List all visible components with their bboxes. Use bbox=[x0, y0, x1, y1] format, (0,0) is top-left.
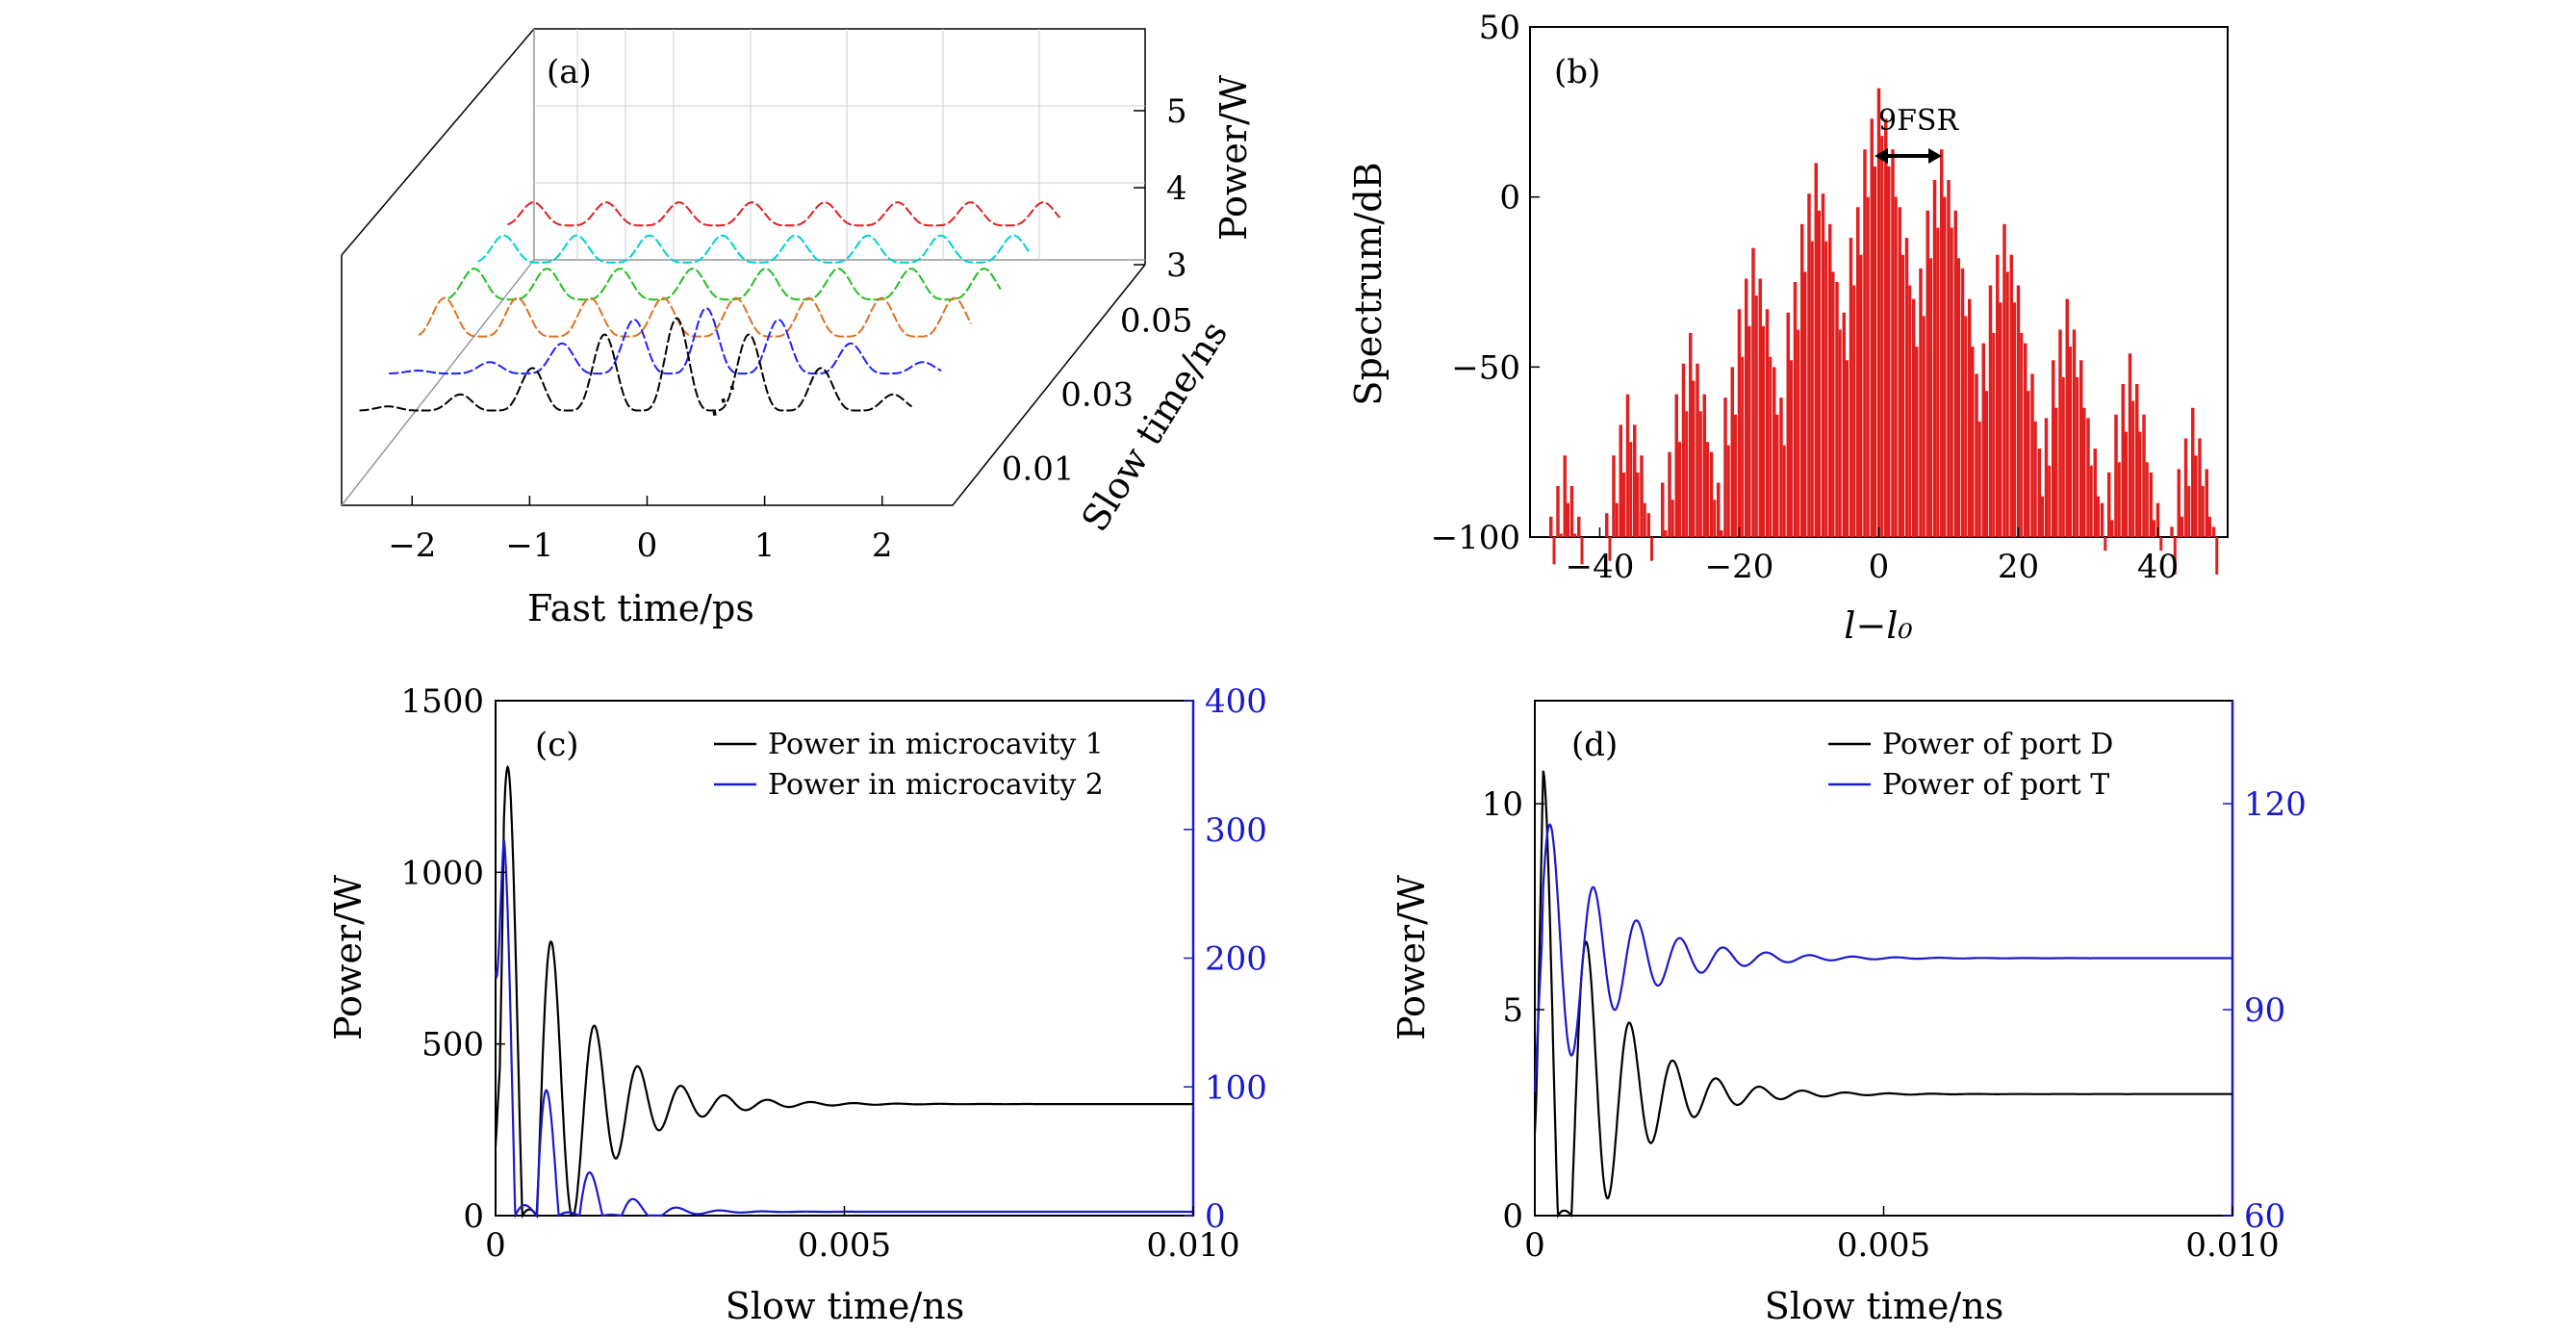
x-tick-label: 2 bbox=[872, 526, 893, 565]
y-tick-label: 0.05 bbox=[1120, 302, 1193, 341]
y-axis-label: Power/W bbox=[327, 875, 370, 1040]
y-tick-label: 0.01 bbox=[1002, 450, 1075, 489]
pulse-series-line bbox=[477, 234, 1032, 264]
series-line bbox=[494, 839, 1193, 1219]
series-group bbox=[359, 201, 1061, 412]
tick-labels: 0 0.005 0.010 0 5 10 60 90 120 bbox=[1482, 785, 2307, 1265]
y-tick-label-right: 200 bbox=[1205, 940, 1267, 979]
pulse-series-line bbox=[359, 317, 913, 412]
x-tick-label: 40 bbox=[2137, 548, 2179, 586]
y-tick-label: 0.03 bbox=[1060, 376, 1134, 415]
panel-label: (c) bbox=[535, 726, 579, 764]
panel-d-port-power-chart: 0 0.005 0.010 0 5 10 60 90 120 (d) Power/W Slow … bbox=[1390, 700, 2307, 1327]
series-line bbox=[494, 764, 1193, 1219]
panel-label: (b) bbox=[1554, 53, 1600, 91]
z-tick-label: 4 bbox=[1166, 169, 1187, 208]
y-tick-label-left: 10 bbox=[1482, 785, 1523, 824]
x-axis-label: Fast time/ps bbox=[527, 587, 754, 629]
x-tick-label: 1 bbox=[754, 526, 776, 565]
tick-labels: −40 −20 0 20 40 −100 −50 0 50 bbox=[1431, 9, 2180, 586]
dots-annotation: ⋰ bbox=[704, 378, 743, 422]
z-tick-label: 5 bbox=[1166, 92, 1187, 131]
y-tick-label: −100 bbox=[1431, 519, 1520, 557]
legend: Power of port D Power of port T bbox=[1828, 728, 2113, 802]
panel-label: (a) bbox=[547, 53, 592, 91]
pulse-series-line bbox=[507, 201, 1061, 227]
panel-b-spectrum-chart: −40 −20 0 20 40 −100 −50 0 50 (b) Spectrum/dB l−… bbox=[1347, 9, 2229, 647]
y-tick-label: 50 bbox=[1479, 9, 1520, 47]
pulse-series-line bbox=[389, 307, 942, 375]
z-axis-label: Power/W bbox=[1212, 75, 1255, 241]
y-tick-label: −50 bbox=[1451, 348, 1520, 387]
x-tick-label: −1 bbox=[505, 526, 553, 565]
x-tick-label: 0.005 bbox=[1837, 1226, 1930, 1265]
x-tick-label: 0.010 bbox=[2185, 1226, 2279, 1265]
legend: Power in microcavity 1 Power in microcav… bbox=[714, 728, 1104, 802]
y-tick-label-right: 400 bbox=[1205, 682, 1267, 721]
x-tick-label: 20 bbox=[1998, 548, 2039, 586]
legend-series-2: Power of port T bbox=[1882, 768, 2109, 802]
x-axis-label: Slow time/ns bbox=[726, 1285, 964, 1327]
series-line bbox=[1533, 770, 2232, 1219]
x-axis-label: Slow time/ns bbox=[1765, 1285, 2003, 1327]
y-axis-label: Spectrum/dB bbox=[1347, 162, 1390, 405]
x-tick-label: −2 bbox=[388, 526, 436, 565]
y-tick-label-left: 1000 bbox=[400, 854, 484, 892]
y-tick-label-left: 1500 bbox=[400, 682, 484, 721]
x-tick-label: 0 bbox=[485, 1226, 506, 1265]
x-tick-label: −40 bbox=[1566, 548, 1635, 586]
bars-group bbox=[1549, 88, 2219, 575]
y-tick-label-right: 90 bbox=[2244, 991, 2285, 1030]
z-tick-label: 3 bbox=[1166, 246, 1187, 285]
x-tick-label: 0 bbox=[1869, 548, 1890, 586]
y-tick-label-right: 100 bbox=[1205, 1068, 1267, 1107]
y-tick-label: 0 bbox=[1499, 179, 1520, 218]
y-tick-label-left: 500 bbox=[421, 1026, 484, 1065]
y-tick-label-right: 60 bbox=[2244, 1197, 2285, 1236]
x-tick-label: 0.005 bbox=[798, 1226, 891, 1265]
legend-series-2: Power in microcavity 2 bbox=[768, 768, 1104, 802]
y-tick-label-right: 0 bbox=[1205, 1197, 1226, 1236]
x-tick-label: 0.010 bbox=[1146, 1226, 1239, 1265]
series-lines bbox=[494, 764, 1193, 1219]
x-axis-label: l−l₀ bbox=[1844, 604, 1912, 647]
x-tick-label: 0 bbox=[637, 526, 658, 565]
grid-lines bbox=[534, 29, 1145, 260]
legend-series-1: Power of port D bbox=[1882, 728, 2113, 761]
axes-box bbox=[341, 28, 1146, 506]
y-tick-label-right: 300 bbox=[1205, 811, 1267, 850]
legend-series-1: Power in microcavity 1 bbox=[768, 728, 1104, 761]
pulse-series-line bbox=[447, 268, 1002, 301]
y-axis-label: Power/W bbox=[1390, 875, 1433, 1040]
x-tick-label: 0 bbox=[1524, 1226, 1545, 1265]
y-tick-label-left: 0 bbox=[1502, 1197, 1523, 1236]
y-axis-label: Slow time/ns bbox=[1073, 314, 1236, 539]
fsr-annotation: 9FSR bbox=[1878, 104, 1959, 138]
series-lines bbox=[1533, 770, 2232, 1219]
y-tick-label-right: 120 bbox=[2244, 785, 2307, 824]
series-line bbox=[1533, 823, 2232, 1092]
panel-label: (d) bbox=[1571, 726, 1618, 764]
y-tick-label-left: 0 bbox=[463, 1197, 484, 1236]
tick-labels: −2 −1 0 1 2 0.01 0.03 0.05 3 4 5 bbox=[388, 92, 1192, 565]
fsr-arrow bbox=[1875, 148, 1942, 164]
pulse-series-line bbox=[418, 296, 972, 338]
y-tick-label-left: 5 bbox=[1502, 991, 1523, 1030]
x-tick-label: −20 bbox=[1705, 548, 1774, 586]
